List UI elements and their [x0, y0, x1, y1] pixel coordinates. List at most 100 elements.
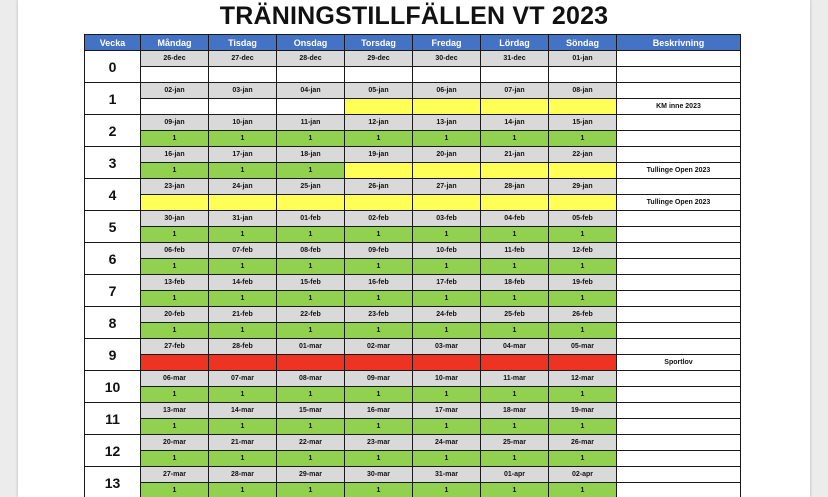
session-cell[interactable]: 1 — [140, 418, 209, 435]
date-cell[interactable]: 06-jan — [412, 82, 481, 99]
session-cell[interactable]: 1 — [480, 322, 549, 339]
date-cell[interactable]: 08-feb — [276, 242, 345, 259]
date-cell[interactable]: 21-mar — [208, 434, 277, 451]
session-cell[interactable]: 1 — [140, 258, 209, 275]
session-cell[interactable] — [548, 162, 617, 179]
session-cell[interactable]: 1 — [344, 418, 413, 435]
description-cell[interactable] — [616, 418, 741, 435]
description-cell[interactable] — [616, 242, 741, 259]
session-cell[interactable] — [208, 194, 277, 211]
session-cell[interactable] — [208, 66, 277, 83]
session-cell[interactable] — [480, 194, 549, 211]
date-cell[interactable]: 17-jan — [208, 146, 277, 163]
date-cell[interactable]: 24-feb — [412, 306, 481, 323]
session-cell[interactable]: 1 — [344, 450, 413, 467]
date-cell[interactable]: 26-dec — [140, 50, 209, 67]
session-cell[interactable]: 1 — [276, 226, 345, 243]
session-cell[interactable] — [480, 162, 549, 179]
description-cell[interactable] — [616, 274, 741, 291]
description-cell[interactable] — [616, 258, 741, 275]
date-cell[interactable]: 23-mar — [344, 434, 413, 451]
session-cell[interactable]: 1 — [276, 130, 345, 147]
session-cell[interactable]: 1 — [412, 226, 481, 243]
session-cell[interactable]: 1 — [480, 450, 549, 467]
date-cell[interactable]: 16-mar — [344, 402, 413, 419]
date-cell[interactable]: 13-mar — [140, 402, 209, 419]
date-cell[interactable]: 31-mar — [412, 466, 481, 483]
session-cell[interactable]: 1 — [208, 450, 277, 467]
session-cell[interactable]: 1 — [140, 386, 209, 403]
session-cell[interactable]: 1 — [412, 258, 481, 275]
session-cell[interactable]: 1 — [412, 482, 481, 497]
session-cell[interactable] — [480, 66, 549, 83]
session-cell[interactable] — [412, 162, 481, 179]
session-cell[interactable] — [412, 354, 481, 371]
date-cell[interactable]: 17-mar — [412, 402, 481, 419]
date-cell[interactable]: 16-feb — [344, 274, 413, 291]
session-cell[interactable]: 1 — [276, 418, 345, 435]
description-cell[interactable]: Tullinge Open 2023 — [616, 194, 741, 211]
date-cell[interactable]: 29-dec — [344, 50, 413, 67]
date-cell[interactable]: 21-feb — [208, 306, 277, 323]
date-cell[interactable]: 25-jan — [276, 178, 345, 195]
session-cell[interactable] — [276, 194, 345, 211]
description-cell[interactable] — [616, 290, 741, 307]
session-cell[interactable] — [480, 98, 549, 115]
date-cell[interactable]: 27-jan — [412, 178, 481, 195]
date-cell[interactable]: 19-jan — [344, 146, 413, 163]
session-cell[interactable]: 1 — [140, 162, 209, 179]
session-cell[interactable] — [548, 194, 617, 211]
session-cell[interactable] — [548, 66, 617, 83]
date-cell[interactable]: 05-jan — [344, 82, 413, 99]
session-cell[interactable]: 1 — [548, 322, 617, 339]
session-cell[interactable] — [276, 66, 345, 83]
date-cell[interactable]: 02-feb — [344, 210, 413, 227]
description-cell[interactable] — [616, 130, 741, 147]
session-cell[interactable]: 1 — [548, 418, 617, 435]
date-cell[interactable]: 15-feb — [276, 274, 345, 291]
date-cell[interactable]: 25-feb — [480, 306, 549, 323]
session-cell[interactable]: 1 — [548, 290, 617, 307]
session-cell[interactable] — [344, 354, 413, 371]
date-cell[interactable]: 01-jan — [548, 50, 617, 67]
description-cell[interactable] — [616, 146, 741, 163]
session-cell[interactable]: 1 — [480, 258, 549, 275]
description-cell[interactable] — [616, 66, 741, 83]
description-cell[interactable] — [616, 482, 741, 497]
date-cell[interactable]: 13-feb — [140, 274, 209, 291]
date-cell[interactable]: 01-mar — [276, 338, 345, 355]
session-cell[interactable]: 1 — [208, 290, 277, 307]
date-cell[interactable]: 08-mar — [276, 370, 345, 387]
date-cell[interactable]: 07-jan — [480, 82, 549, 99]
date-cell[interactable]: 29-jan — [548, 178, 617, 195]
date-cell[interactable]: 25-mar — [480, 434, 549, 451]
date-cell[interactable]: 24-mar — [412, 434, 481, 451]
date-cell[interactable]: 06-feb — [140, 242, 209, 259]
description-cell[interactable]: Sportlov — [616, 354, 741, 371]
date-cell[interactable]: 30-jan — [140, 210, 209, 227]
session-cell[interactable]: 1 — [412, 450, 481, 467]
date-cell[interactable]: 14-feb — [208, 274, 277, 291]
session-cell[interactable]: 1 — [548, 386, 617, 403]
session-cell[interactable]: 1 — [480, 418, 549, 435]
session-cell[interactable] — [140, 354, 209, 371]
date-cell[interactable]: 14-jan — [480, 114, 549, 131]
session-cell[interactable]: 1 — [412, 130, 481, 147]
date-cell[interactable]: 02-mar — [344, 338, 413, 355]
session-cell[interactable]: 1 — [140, 290, 209, 307]
date-cell[interactable]: 03-jan — [208, 82, 277, 99]
date-cell[interactable]: 28-jan — [480, 178, 549, 195]
date-cell[interactable]: 20-jan — [412, 146, 481, 163]
description-cell[interactable] — [616, 386, 741, 403]
session-cell[interactable]: 1 — [208, 258, 277, 275]
session-cell[interactable]: 1 — [140, 226, 209, 243]
date-cell[interactable]: 22-jan — [548, 146, 617, 163]
date-cell[interactable]: 27-mar — [140, 466, 209, 483]
session-cell[interactable] — [480, 354, 549, 371]
date-cell[interactable]: 01-feb — [276, 210, 345, 227]
session-cell[interactable]: 1 — [548, 130, 617, 147]
date-cell[interactable]: 27-feb — [140, 338, 209, 355]
date-cell[interactable]: 02-apr — [548, 466, 617, 483]
description-cell[interactable] — [616, 466, 741, 483]
session-cell[interactable]: 1 — [344, 322, 413, 339]
